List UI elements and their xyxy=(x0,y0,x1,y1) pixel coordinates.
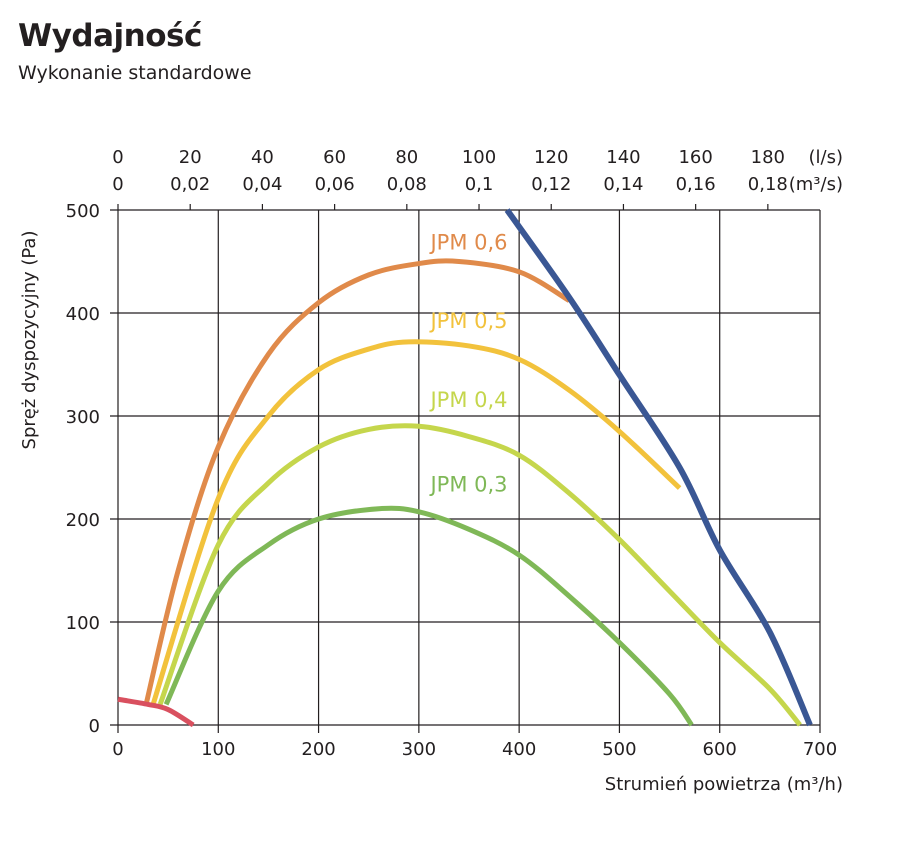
top-axis-unit-m3s: (m³/s) xyxy=(789,174,843,195)
x-tick-label: 0 xyxy=(112,739,123,760)
top-tick-label-m3s: 0,08 xyxy=(387,174,427,195)
top-tick-label-ls: 80 xyxy=(395,147,418,168)
x-tick-label: 300 xyxy=(402,739,436,760)
x-tick-label: 100 xyxy=(201,739,235,760)
top-tick-label-m3s: 0,04 xyxy=(242,174,282,195)
curve-jpm-0-4 xyxy=(157,423,802,727)
top-tick-label-ls: 120 xyxy=(534,147,568,168)
top-tick-label-ls: 180 xyxy=(751,147,785,168)
top-tick-label-ls: 20 xyxy=(179,147,202,168)
y-tick-label: 500 xyxy=(66,201,100,222)
top-tick-label-m3s: 0,14 xyxy=(603,174,643,195)
top-tick-label-ls: 40 xyxy=(251,147,274,168)
curve-jpm-0-6 xyxy=(143,258,571,705)
x-tick-label: 600 xyxy=(703,739,737,760)
top-axis-unit-ls: (l/s) xyxy=(809,147,844,168)
top-tick-label-m3s: 0 xyxy=(112,174,123,195)
top-tick-label-ls: 100 xyxy=(462,147,496,168)
curve-jpm-0-3 xyxy=(163,505,694,727)
top-tick-label-m3s: 0,06 xyxy=(315,174,355,195)
x-tick-label: 700 xyxy=(803,739,837,760)
curve-duct-limit xyxy=(504,208,813,727)
top-tick-label-ls: 0 xyxy=(112,147,123,168)
top-tick-label-m3s: 0,16 xyxy=(676,174,716,195)
y-axis-label: Spręż dyspozycyjny (Pa) xyxy=(19,231,40,450)
top-tick-label-ls: 160 xyxy=(678,147,712,168)
top-tick-label-m3s: 0,02 xyxy=(170,174,210,195)
curve-jpm-0-5 xyxy=(150,339,682,706)
y-tick-label: 200 xyxy=(66,510,100,531)
x-tick-label: 500 xyxy=(602,739,636,760)
series-label: JPM 0,3 xyxy=(428,473,507,497)
y-tick-label: 400 xyxy=(66,304,100,325)
page-subtitle: Wykonanie standardowe xyxy=(18,62,252,84)
x-axis-label: Strumień powietrza (m³/h) xyxy=(605,774,843,795)
top-tick-label-ls: 60 xyxy=(323,147,346,168)
y-tick-label: 300 xyxy=(66,407,100,428)
x-tick-label: 200 xyxy=(301,739,335,760)
y-tick-label: 100 xyxy=(66,613,100,634)
top-tick-label-m3s: 0,1 xyxy=(465,174,494,195)
top-tick-label-ls: 140 xyxy=(606,147,640,168)
series-label: JPM 0,5 xyxy=(428,309,507,333)
page-title: Wydajność xyxy=(18,18,202,54)
top-tick-label-m3s: 0,18 xyxy=(748,174,788,195)
series-label: JPM 0,4 xyxy=(428,388,507,412)
curve-min-limit xyxy=(117,696,195,728)
y-tick-label: 0 xyxy=(89,716,100,737)
top-tick-label-m3s: 0,12 xyxy=(531,174,571,195)
series-label: JPM 0,6 xyxy=(428,231,507,255)
x-tick-label: 400 xyxy=(502,739,536,760)
